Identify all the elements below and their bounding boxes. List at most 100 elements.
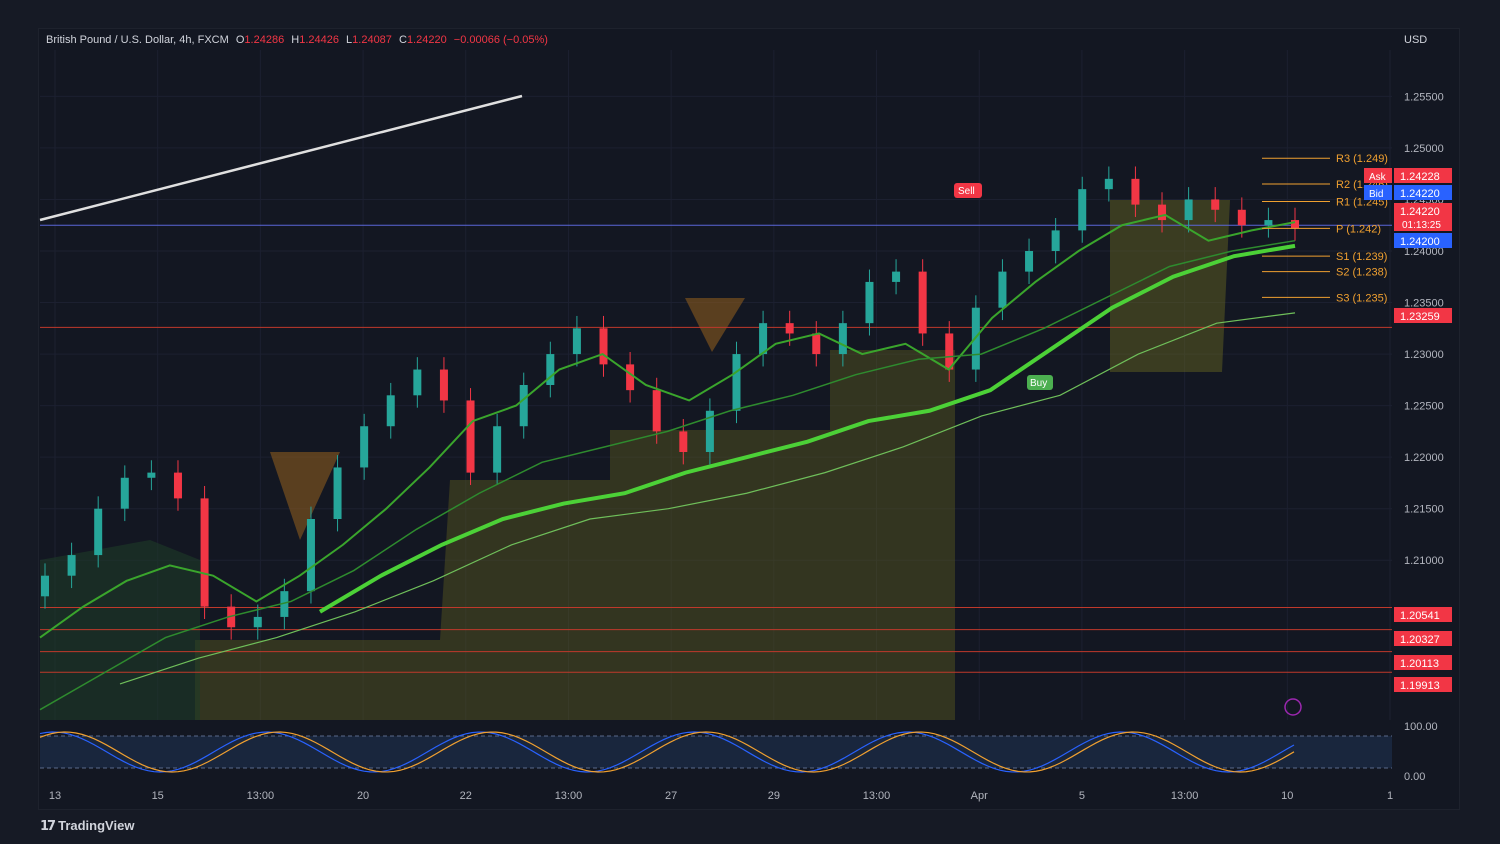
oscillator-tick: 100.00 bbox=[1404, 721, 1438, 733]
time-tick: 13:00 bbox=[555, 790, 583, 802]
buy-signal bbox=[1027, 375, 1053, 390]
zone-shade bbox=[685, 298, 745, 352]
price-tag bbox=[1394, 655, 1452, 670]
grid bbox=[40, 50, 1392, 720]
time-tick: 13:00 bbox=[1171, 790, 1199, 802]
candle-body bbox=[759, 323, 768, 355]
price-tick: 1.25000 bbox=[1404, 143, 1444, 155]
candle-body bbox=[705, 410, 714, 452]
shaded-zones bbox=[40, 200, 1230, 720]
candle-body bbox=[173, 472, 182, 499]
oscillator-pane: 100.00 0.00 bbox=[39, 721, 1438, 783]
trend-line[interactable] bbox=[39, 94, 523, 222]
candle-body bbox=[865, 281, 874, 324]
low-value: 1.24087 bbox=[352, 34, 392, 46]
price-tag-value: 1.19913 bbox=[1400, 680, 1440, 692]
candle-body bbox=[1025, 251, 1034, 272]
currency-label: USD bbox=[1404, 34, 1428, 46]
sell-signal bbox=[954, 183, 982, 198]
horizontal-lines bbox=[40, 224, 1392, 673]
candle-body bbox=[200, 498, 209, 607]
price-tick: 1.24000 bbox=[1404, 246, 1444, 258]
price-axis[interactable]: 1.255001.250001.245001.240001.235001.230… bbox=[1404, 91, 1444, 567]
time-tick: 13 bbox=[49, 790, 61, 802]
candle-body bbox=[1131, 178, 1140, 205]
candle-body bbox=[785, 323, 794, 334]
symbol-title: British Pound / U.S. Dollar, 4h, FXCM bbox=[46, 34, 229, 46]
candle-body bbox=[1078, 189, 1087, 231]
candle-body bbox=[1158, 204, 1167, 221]
candle-body bbox=[67, 555, 76, 576]
time-tick: 15 bbox=[152, 790, 164, 802]
oscillator-band bbox=[40, 736, 1392, 768]
close-value: 1.24220 bbox=[406, 34, 447, 46]
candle-body bbox=[360, 426, 369, 468]
price-tag-side bbox=[1364, 185, 1392, 200]
time-tick: 5 bbox=[1079, 790, 1085, 802]
candle-body bbox=[493, 426, 502, 473]
time-axis[interactable]: 13 15 13:00 20 22 13:00 27 29 13:00 Apr 5 13:00 10 1 bbox=[49, 790, 1393, 802]
candle-body bbox=[120, 477, 129, 509]
price-tick: 1.23500 bbox=[1404, 298, 1444, 310]
moving-average-line bbox=[318, 243, 1296, 614]
candle-body bbox=[147, 472, 156, 478]
change-value: −0.00066 (−0.05%) bbox=[453, 34, 548, 46]
price-tag bbox=[1394, 185, 1452, 200]
time-tick: 20 bbox=[357, 790, 369, 802]
price-tag bbox=[1394, 607, 1452, 622]
price-tag-value: 1.24220 bbox=[1400, 206, 1440, 218]
time-tick: Apr bbox=[971, 790, 988, 802]
oscillator-d-line bbox=[39, 731, 1295, 773]
candle-body bbox=[572, 328, 581, 355]
high-label: H bbox=[291, 34, 300, 46]
price-tag bbox=[1394, 677, 1452, 692]
candle-body bbox=[466, 400, 475, 473]
tradingview-wordmark: TradingView bbox=[58, 818, 135, 833]
candle-body bbox=[41, 575, 49, 597]
price-tick: 1.25500 bbox=[1404, 91, 1444, 103]
time-tick: 1 bbox=[1387, 790, 1393, 802]
price-tag-value: 1.24220 bbox=[1400, 188, 1440, 200]
zone-shade bbox=[195, 350, 955, 720]
low-label: L bbox=[346, 34, 353, 46]
zone-shade bbox=[270, 452, 340, 540]
pivot-label: R3 (1.249) bbox=[1336, 153, 1388, 165]
candle-body bbox=[1264, 220, 1273, 226]
candle-body bbox=[1104, 178, 1113, 190]
candle-body bbox=[280, 591, 289, 617]
time-tick: 13:00 bbox=[863, 790, 891, 802]
sell-signal-label: Sell bbox=[958, 186, 975, 197]
open-label: O bbox=[235, 34, 245, 46]
signals: Sell Buy bbox=[954, 183, 1302, 716]
time-tick: 10 bbox=[1281, 790, 1293, 802]
price-tick: 1.22500 bbox=[1404, 401, 1444, 413]
price-tick: 1.22000 bbox=[1404, 452, 1444, 464]
time-tick: 29 bbox=[768, 790, 780, 802]
candles bbox=[41, 166, 1299, 640]
candle-body bbox=[892, 271, 901, 282]
candle-body bbox=[918, 271, 927, 334]
price-tick: 1.21500 bbox=[1404, 504, 1444, 516]
open-value: 1.24286 bbox=[244, 34, 285, 46]
symbol-header: British Pound / U.S. Dollar, 4h, FXCM O1… bbox=[46, 34, 548, 46]
candle-body bbox=[812, 333, 821, 355]
moving-average-line bbox=[119, 312, 1296, 685]
time-tick: 13:00 bbox=[247, 790, 275, 802]
alert-icon bbox=[1284, 698, 1302, 716]
price-tag-side-text: Bid bbox=[1369, 189, 1383, 200]
price-tag-value: 1.20541 bbox=[1400, 610, 1440, 622]
oscillator-k-line bbox=[39, 731, 1295, 773]
moving-averages bbox=[39, 213, 1296, 711]
pivot-label: S2 (1.238) bbox=[1336, 267, 1387, 279]
tradingview-logo[interactable]: 17 TradingView bbox=[40, 818, 134, 834]
buy-signal-label: Buy bbox=[1030, 378, 1047, 389]
candle-body bbox=[1237, 209, 1246, 226]
price-tag-countdown: 01:13:25 bbox=[1402, 220, 1441, 231]
moving-average-line bbox=[39, 239, 1296, 711]
candle-body bbox=[386, 395, 395, 427]
price-tag bbox=[1394, 631, 1452, 646]
candle-body bbox=[732, 354, 741, 411]
price-tag-side bbox=[1364, 168, 1392, 183]
candle-body bbox=[626, 364, 635, 391]
